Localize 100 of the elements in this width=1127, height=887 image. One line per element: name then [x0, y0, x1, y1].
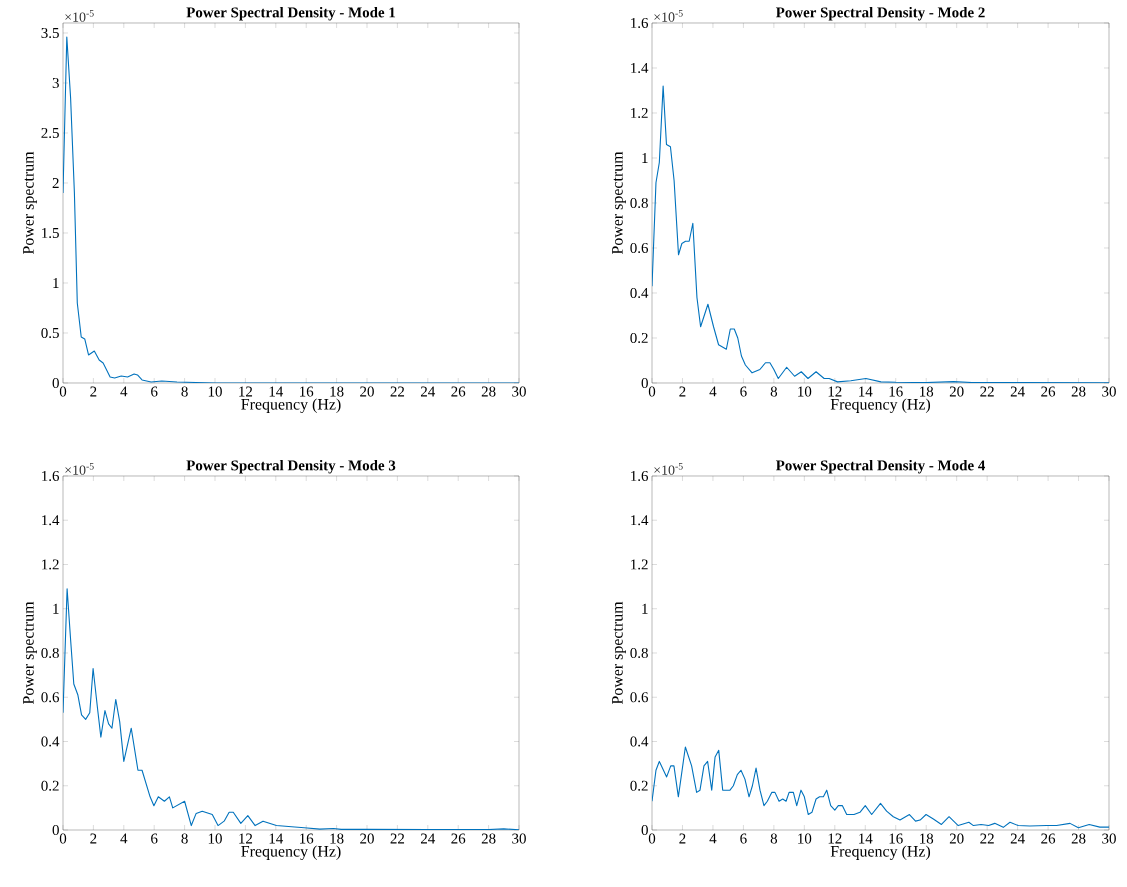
x-tick-label: 20	[360, 833, 374, 844]
y-tick-label: 0.2	[630, 780, 648, 791]
x-tick-label: 22	[980, 833, 994, 844]
text: ×10$^{-5}$	[654, 463, 683, 475]
x-tick-label: 30	[1102, 833, 1116, 844]
y-tick-label: 0.4	[630, 736, 649, 747]
x-tick-label: 16	[889, 386, 903, 397]
x-tick-label: 26	[451, 386, 466, 397]
y-tick-label: 1	[642, 153, 648, 163]
x-tick-label: 4	[120, 386, 128, 397]
x-tick-label: 16	[300, 833, 314, 844]
y-tick-label: 1.4	[631, 515, 649, 526]
y-tick-label: 0.8	[630, 647, 648, 659]
y-tick-label: 1.6	[631, 470, 649, 482]
x-tick-label: 28	[481, 386, 496, 397]
x-tick-label: 4	[120, 833, 128, 844]
x-tick-label: 10	[798, 833, 812, 844]
chart-title: Power Spectral Density - Mode 2	[775, 6, 985, 21]
x-axis-title: Frequency (Hz)	[241, 845, 341, 860]
x-tick-label: 16	[300, 386, 314, 397]
x-tick-label: 4	[709, 833, 717, 844]
y-tick-label: 0.5	[41, 327, 59, 339]
x-tick-label: 28	[481, 833, 496, 844]
x-axis-title: Frequency (Hz)	[830, 845, 931, 860]
y-tick-label: 1.5	[42, 227, 59, 239]
y-tick-label: 0.4	[41, 736, 60, 747]
x-tick-label: 26	[451, 833, 466, 844]
x-tick-label: 6	[151, 386, 158, 397]
x-tick-label: 18	[920, 386, 934, 397]
x-tick-label: 30	[512, 833, 526, 844]
y-tick-label: 1.6	[42, 470, 60, 482]
x-tick-label: 14	[269, 833, 284, 844]
chart-title: Power Spectral Density - Mode 1	[186, 6, 396, 21]
y-tick-label: 0.2	[41, 780, 59, 791]
x-tick-label: 16	[889, 833, 903, 844]
x-tick-label: 8	[770, 833, 778, 844]
x-tick-label: 24	[1010, 386, 1025, 397]
x-tick-label: 8	[181, 833, 188, 844]
y-tick-label: 0	[52, 824, 59, 836]
x-tick-label: 2	[90, 833, 97, 844]
line-series	[652, 85, 1110, 383]
x-tick-label: 12	[239, 833, 253, 844]
x-tick-label: 22	[980, 386, 994, 397]
y-tick-label: 2.5	[41, 127, 59, 139]
x-tick-label: 30	[1102, 386, 1116, 397]
x-tick-label: 30	[512, 386, 526, 397]
y-tick-label: 2	[52, 178, 59, 188]
x-tick-label: 24	[420, 386, 436, 397]
y-tick-label: 0.8	[630, 197, 648, 209]
x-tick-label: 14	[859, 833, 873, 844]
chart-title: Power Spectral Density - Mode 3	[186, 459, 396, 474]
x-tick-label: 24	[420, 833, 436, 844]
x-tick-label: 28	[1071, 386, 1086, 397]
chart-title: Power Spectral Density - Mode 4	[775, 459, 986, 474]
x-tick-label: 18	[330, 833, 344, 844]
y-tick-label: 0.4	[630, 287, 649, 299]
y-tick-label: 1.2	[631, 107, 648, 119]
x-tick-label: 4	[709, 386, 717, 397]
y-axis-title: Power spectrum	[612, 601, 626, 705]
y-tick-label: 0	[641, 377, 648, 389]
y-tick-label: 0.6	[630, 692, 649, 703]
line-series	[652, 746, 1110, 829]
x-axis-title: Frequency (Hz)	[830, 398, 931, 413]
x-tick-label: 8	[181, 386, 188, 397]
x-tick-label: 14	[269, 386, 284, 397]
x-tick-label: 12	[828, 833, 842, 844]
x-tick-label: 20	[949, 833, 964, 844]
y-tick-label: 3.5	[41, 27, 59, 39]
x-tick-label: 10	[208, 386, 222, 397]
text: ×10$^{-5}$	[654, 10, 683, 22]
x-tick-label: 22	[390, 833, 405, 844]
x-tick-label: 26	[1041, 833, 1056, 844]
x-tick-label: 2	[90, 386, 97, 397]
x-tick-label: 26	[1041, 386, 1056, 397]
x-tick-label: 2	[679, 386, 686, 397]
x-tick-label: 6	[151, 833, 158, 844]
y-tick-label: 1	[53, 603, 59, 614]
y-tick-label: 0.6	[630, 242, 649, 254]
y-tick-label: 1.2	[42, 559, 59, 570]
x-tick-label: 14	[859, 386, 873, 397]
y-tick-label: 1.6	[631, 17, 649, 29]
x-tick-label: 12	[239, 386, 253, 397]
y-axis-title: Power spectrum	[23, 601, 37, 705]
y-tick-label: 1	[642, 603, 648, 614]
x-axis-title: Frequency (Hz)	[241, 398, 341, 413]
y-tick-label: 0	[52, 377, 59, 389]
y-tick-label: 0.8	[41, 647, 59, 659]
y-tick-label: 0.2	[630, 332, 648, 344]
y-axis-title: Power spectrum	[23, 151, 37, 255]
y-tick-label: 1.2	[631, 559, 648, 570]
y-tick-label: 1.4	[42, 515, 60, 526]
y-tick-label: 0.6	[41, 692, 60, 703]
x-tick-label: 18	[330, 386, 344, 397]
text: ×10$^{-5}$	[65, 463, 94, 475]
x-tick-label: 24	[1010, 833, 1025, 844]
x-tick-label: 10	[208, 833, 222, 844]
x-tick-label: 6	[740, 386, 747, 397]
y-tick-label: 0	[641, 824, 648, 836]
x-tick-label: 28	[1071, 833, 1086, 844]
x-tick-label: 10	[798, 386, 812, 397]
